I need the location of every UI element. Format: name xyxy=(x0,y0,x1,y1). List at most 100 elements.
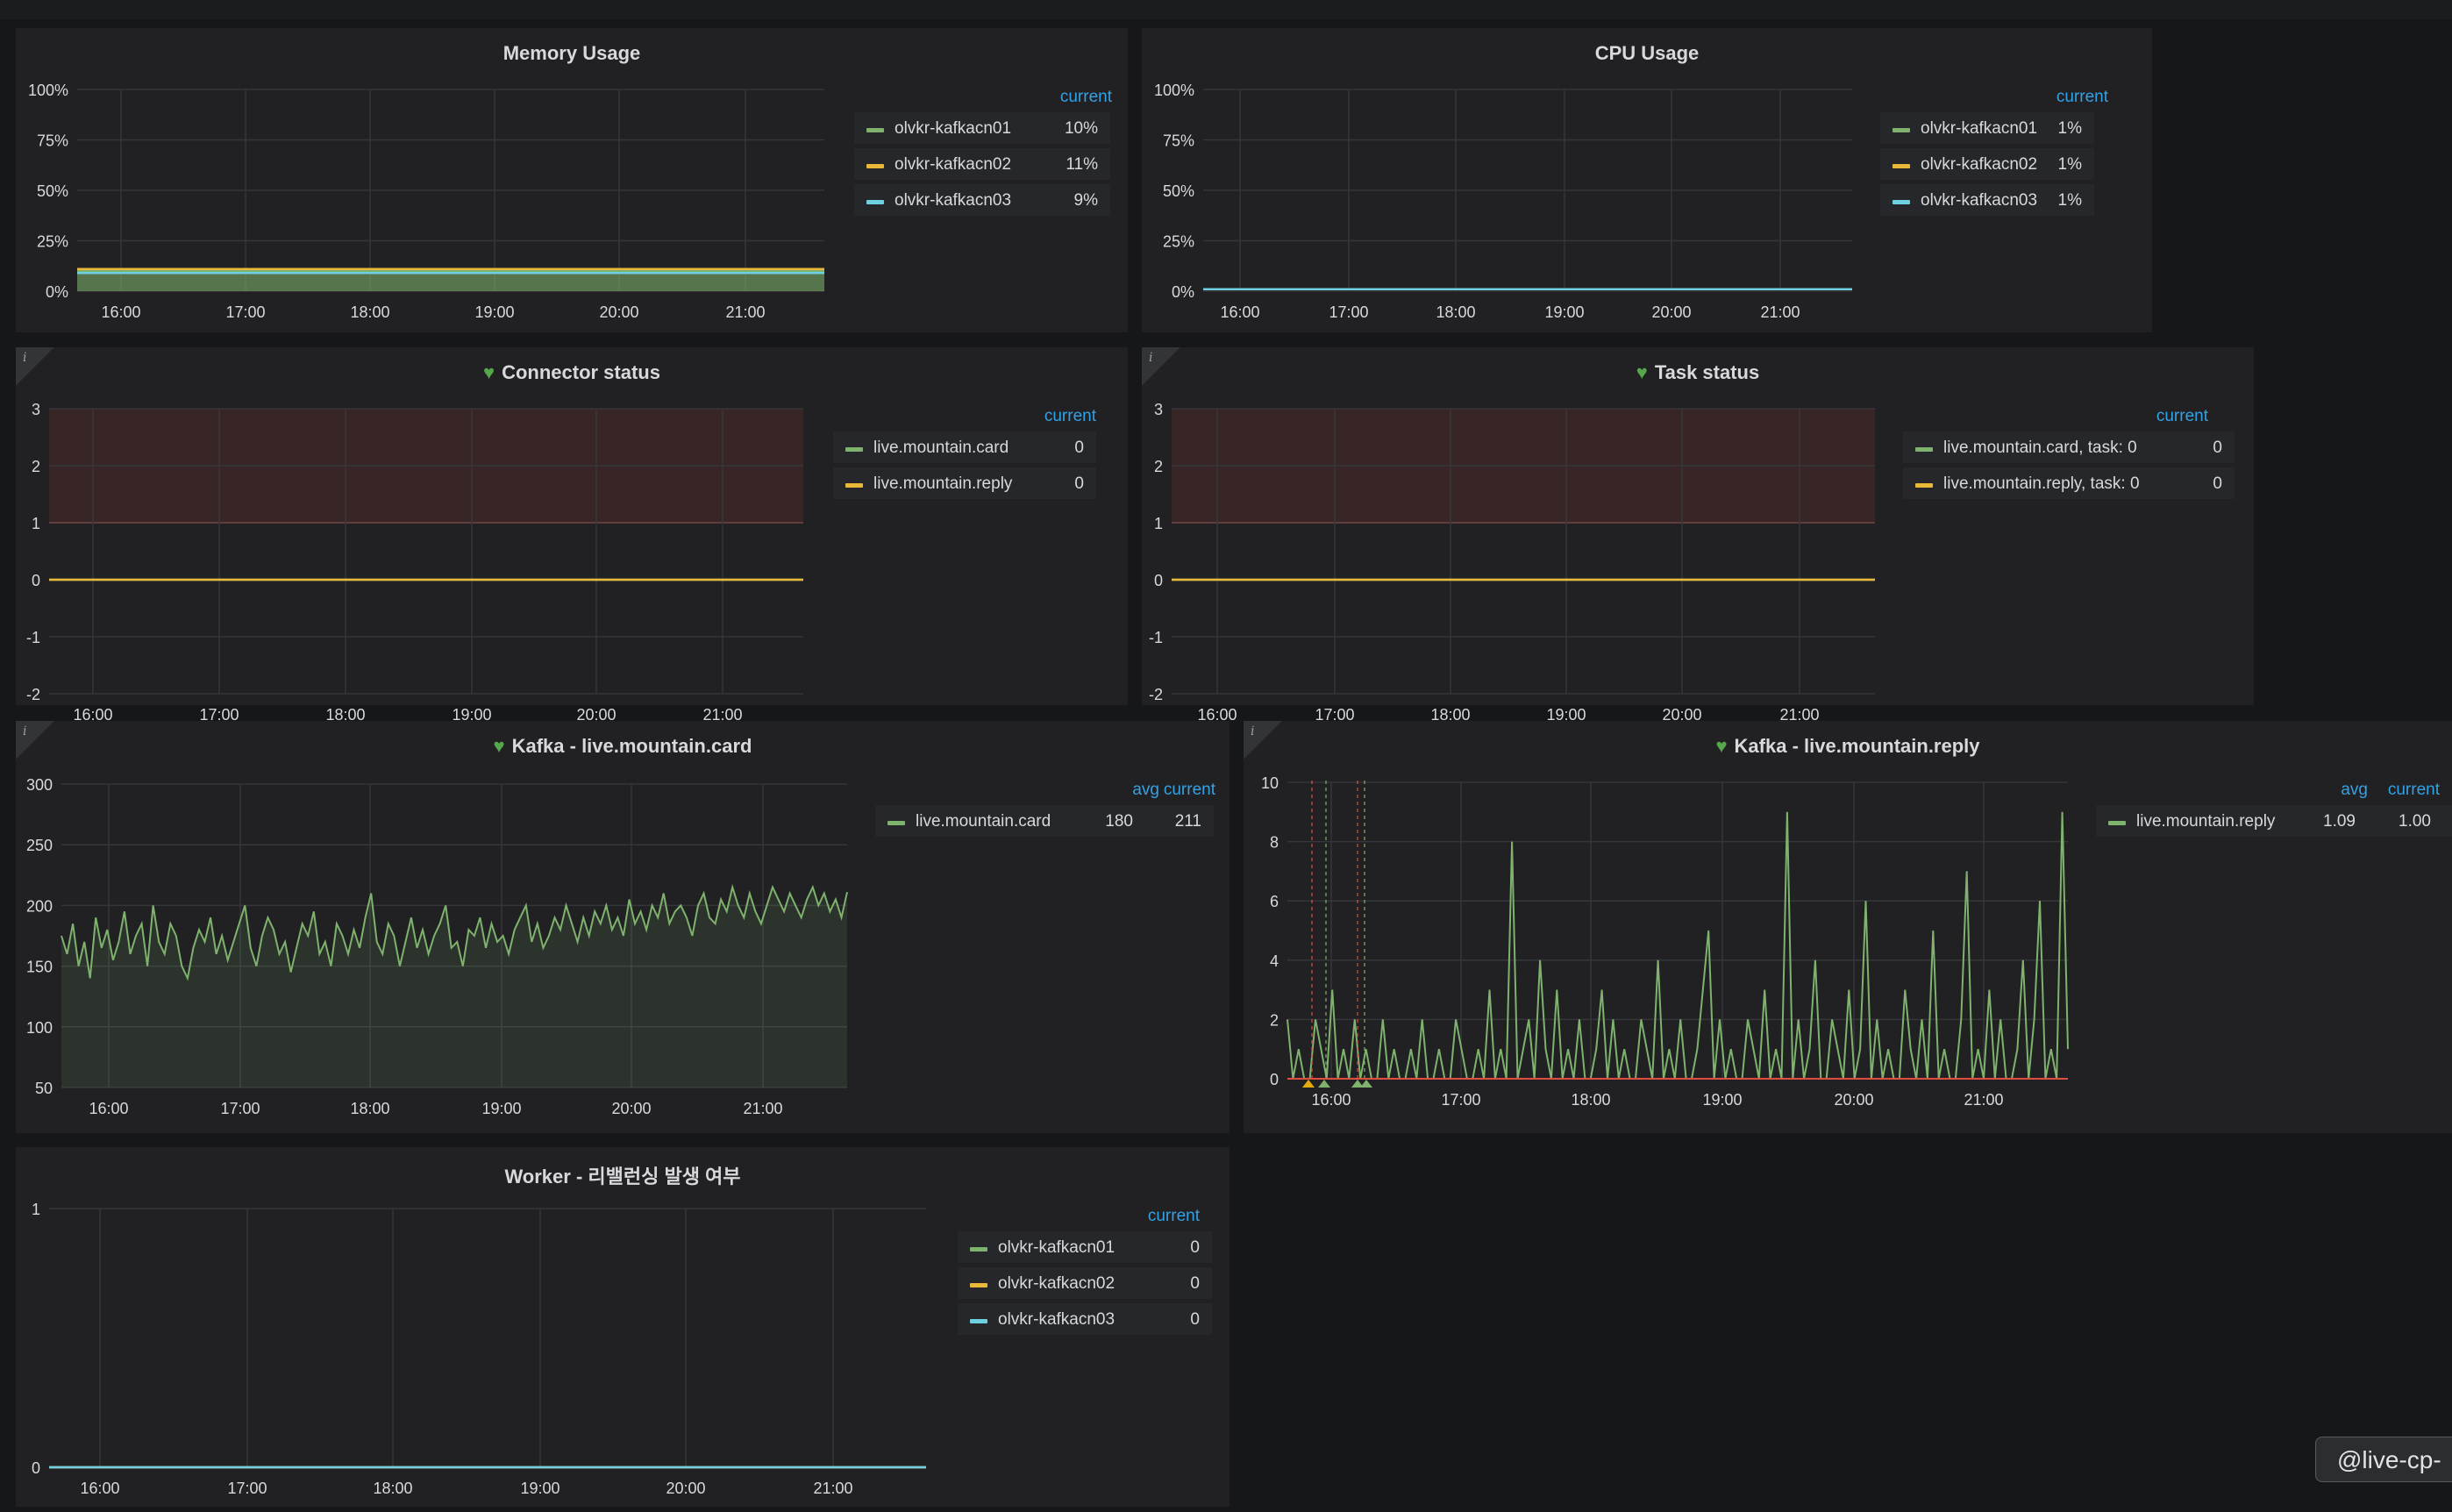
legend-avg-value: 1.09 xyxy=(2323,812,2356,831)
task-status-chart[interactable]: -2 -1 0 1 2 3 16:00 17:00 18:00 19:00 20:00 21:00 xyxy=(1142,400,1896,724)
legend-current-value: 1% xyxy=(2057,155,2082,174)
legend-item[interactable]: live.mountain.reply 1.09 1.00 xyxy=(2096,805,2452,837)
y-tick-label: 300 xyxy=(26,776,53,794)
x-tick-label: 21:00 xyxy=(743,1100,782,1117)
legend-swatch xyxy=(1915,447,1933,452)
memory-usage-panel[interactable]: Memory Usage 0% 25% 50% 75% 100% 16:00 17:00 18… xyxy=(16,28,1128,332)
panel-info-icon[interactable]: i xyxy=(16,721,54,760)
legend-current-value: 0 xyxy=(2213,474,2222,493)
x-tick-label: 19:00 xyxy=(1702,1091,1742,1109)
legend-header-current: current xyxy=(1059,88,1112,106)
x-tick-label: 21:00 xyxy=(1779,706,1819,724)
kafka-reply-chart[interactable]: 0 2 4 6 8 10 16:00 17:00 18:00 19:00 20:00 21:00 xyxy=(1244,774,2085,1133)
cpu-usage-panel[interactable]: CPU Usage 0% 25% 50% 75% 100% 16:00 17:00 18:00… xyxy=(1142,28,2152,332)
task-status-panel[interactable]: i ♥ Task status -2 -1 0 1 2 3 16:00 17:00 18:00 19… xyxy=(1142,347,2254,724)
legend-series-name: olvkr-kafkacn02 xyxy=(998,1274,1116,1293)
legend-series-name: live.mountain.reply, task: 0 xyxy=(1943,474,2140,493)
legend-series-name: olvkr-kafkacn02 xyxy=(1921,155,2038,174)
x-tick-label: 19:00 xyxy=(1546,706,1586,724)
legend-item[interactable]: live.mountain.card 180 211 xyxy=(875,805,1214,837)
x-tick-label: 20:00 xyxy=(576,706,616,724)
legend-swatch xyxy=(866,164,884,168)
legend-series-name: olvkr-kafkacn03 xyxy=(1921,191,2038,210)
x-tick-label: 21:00 xyxy=(1964,1091,2003,1109)
legend-series-name: olvkr-kafkacn03 xyxy=(998,1310,1116,1329)
heart-icon: ♥ xyxy=(1715,735,1728,757)
panel-title-wrap[interactable]: ♥ Connector status xyxy=(16,361,1128,384)
legend-current-value: 0 xyxy=(1190,1238,1200,1257)
panel-info-icon[interactable]: i xyxy=(16,347,54,386)
panel-title[interactable]: Memory Usage xyxy=(503,42,641,64)
panel-title: Connector status xyxy=(502,361,660,383)
legend-series-name: olvkr-kafkacn01 xyxy=(1921,119,2038,138)
y-tick-label: 4 xyxy=(1270,952,1279,970)
panel-title[interactable]: Worker - 리밸런싱 발생 여부 xyxy=(504,1166,741,1187)
panel-title-wrap[interactable]: ♥ Kafka - live.mountain.reply xyxy=(1244,735,2452,758)
legend-swatch xyxy=(866,128,884,132)
y-tick-label: 8 xyxy=(1270,834,1279,852)
x-tick-label: 17:00 xyxy=(225,303,265,321)
connector-status-panel[interactable]: i ♥ Connector status -2 -1 0 1 2 3 16:00 17:00 18… xyxy=(16,347,1128,724)
legend-item[interactable]: olvkr-kafkacn02 0 xyxy=(958,1267,1212,1299)
legend-avg-value: 180 xyxy=(1105,812,1133,831)
worker-rebalancing-chart[interactable]: 0 1 16:00 17:00 18:00 19:00 20:00 21:00 xyxy=(16,1200,928,1507)
legend-item[interactable]: olvkr-kafkacn01 10% xyxy=(854,112,1110,144)
y-tick-label: 6 xyxy=(1270,893,1279,910)
x-tick-label: 18:00 xyxy=(1436,303,1475,321)
legend-swatch xyxy=(970,1247,987,1252)
kafka-card-panel[interactable]: i ♥ Kafka - live.mountain.card 50 100 150 20… xyxy=(16,721,1230,1133)
cpu-usage-chart[interactable]: 0% 25% 50% 75% 100% 16:00 17:00 18:00 19:00 20:00… xyxy=(1142,81,1896,335)
x-tick-label: 20:00 xyxy=(1662,706,1701,724)
legend-current-value: 0 xyxy=(1190,1310,1200,1329)
connector-status-chart[interactable]: -2 -1 0 1 2 3 16:00 17:00 18:00 19:00 20:00 21:00 xyxy=(16,400,831,724)
panel-info-icon[interactable]: i xyxy=(1244,721,1282,760)
legend-item[interactable]: live.mountain.reply, task: 0 0 xyxy=(1903,467,2235,499)
x-tick-label: 18:00 xyxy=(350,1100,389,1117)
legend-current-value: 1% xyxy=(2057,119,2082,138)
legend-swatch xyxy=(845,483,863,488)
legend-item[interactable]: olvkr-kafkacn03 0 xyxy=(958,1303,1212,1335)
panel-title-wrap[interactable]: ♥ Task status xyxy=(1142,361,2254,384)
legend-series-name: live.mountain.reply xyxy=(2136,812,2276,831)
panel-info-icon[interactable]: i xyxy=(1142,347,1180,386)
legend-series-name: olvkr-kafkacn02 xyxy=(895,155,1012,174)
worker-rebalancing-panel[interactable]: Worker - 리밸런싱 발생 여부 0 1 16:00 17:00 18:00 19:… xyxy=(16,1147,1230,1507)
legend-current-value: 0 xyxy=(1190,1274,1200,1293)
x-tick-label: 16:00 xyxy=(1220,303,1259,321)
legend-swatch xyxy=(970,1319,987,1323)
legend-header-current: current xyxy=(1044,407,1096,425)
legend-item[interactable]: live.mountain.card 0 xyxy=(833,431,1096,463)
panel-title[interactable]: CPU Usage xyxy=(1594,42,1700,64)
x-tick-label: 18:00 xyxy=(1571,1091,1610,1109)
legend-item[interactable]: olvkr-kafkacn02 1% xyxy=(1880,148,2094,180)
legend-header-current: current xyxy=(2387,781,2440,799)
x-tick-label: 16:00 xyxy=(73,706,112,724)
x-tick-label: 17:00 xyxy=(199,706,239,724)
memory-usage-chart[interactable]: 0% 25% 50% 75% 100% 16:00 17:00 18:00 19:00 20:00… xyxy=(16,81,858,335)
legend-series-name: olvkr-kafkacn01 xyxy=(895,119,1012,138)
legend-swatch xyxy=(970,1283,987,1287)
heart-icon: ♥ xyxy=(493,735,505,757)
x-tick-label: 17:00 xyxy=(1315,706,1354,724)
x-tick-label: 20:00 xyxy=(599,303,638,321)
legend-current-value: 0 xyxy=(1074,439,1084,457)
legend-header-current: current xyxy=(1163,781,1215,799)
legend-item[interactable]: olvkr-kafkacn01 0 xyxy=(958,1231,1212,1263)
legend-item[interactable]: olvkr-kafkacn01 1% xyxy=(1880,112,2094,144)
x-tick-label: 16:00 xyxy=(80,1480,119,1497)
legend-item[interactable]: olvkr-kafkacn03 9% xyxy=(854,184,1110,216)
legend-item[interactable]: olvkr-kafkacn03 1% xyxy=(1880,184,2094,216)
annotation-triangle-icon xyxy=(1302,1080,1315,1088)
panel-title-wrap[interactable]: ♥ Kafka - live.mountain.card xyxy=(16,735,1230,758)
x-tick-label: 18:00 xyxy=(373,1480,412,1497)
legend-header-avg: avg xyxy=(2341,781,2368,799)
legend-item[interactable]: olvkr-kafkacn02 11% xyxy=(854,148,1110,180)
legend-item[interactable]: live.mountain.reply 0 xyxy=(833,467,1096,499)
kafka-reply-panel[interactable]: i ♥ Kafka - live.mountain.reply 0 2 4 6 8 10 16… xyxy=(1244,721,2452,1133)
y-tick-label: 1 xyxy=(32,1201,40,1218)
legend-header-current: current xyxy=(2056,88,2108,106)
kafka-card-chart[interactable]: 50 100 150 200 250 300 16:00 17:00 18:00 19:00 20:… xyxy=(16,774,875,1133)
x-tick-label: 16:00 xyxy=(1311,1091,1351,1109)
legend-item[interactable]: live.mountain.card, task: 0 0 xyxy=(1903,431,2235,463)
legend-series-name: olvkr-kafkacn03 xyxy=(895,191,1012,210)
